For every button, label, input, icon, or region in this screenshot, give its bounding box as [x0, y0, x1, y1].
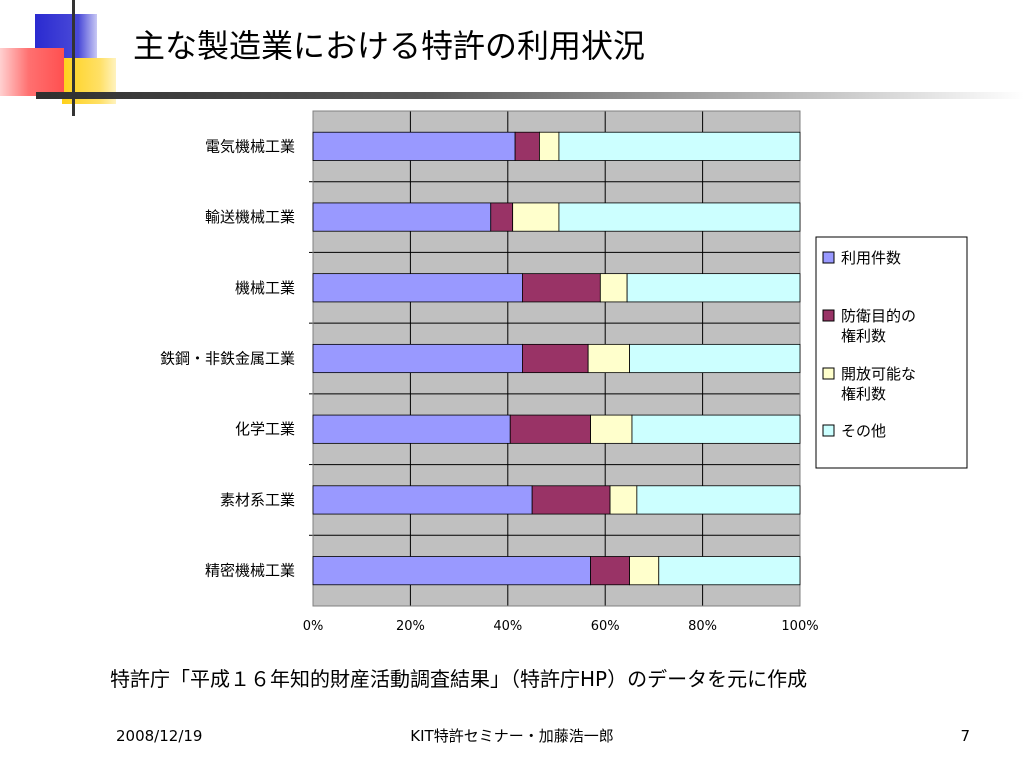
bar-segment: [626, 273, 801, 303]
title-rule: [36, 92, 1024, 99]
slide-title: 主な製造業における特許の利用状況: [133, 27, 646, 65]
legend-label: 権利数: [841, 327, 886, 345]
category-label: 電気機械工業: [205, 137, 295, 155]
bar-segment: [539, 131, 560, 161]
stacked-bar-chart: 電気機械工業輸送機械工業機械工業鉄鋼・非鉄金属工業化学工業素材系工業精密機械工業…: [160, 110, 968, 634]
legend-swatch: [822, 309, 835, 322]
x-tick-label: 20%: [396, 619, 425, 634]
bar-segment: [312, 414, 511, 444]
x-tick-label: 100%: [781, 619, 818, 634]
bar-segment: [509, 414, 591, 444]
bar-segment: [558, 202, 801, 232]
footer-presenter: KIT特許セミナー・加藤浩一郎: [410, 727, 614, 745]
category-label: 機械工業: [235, 279, 295, 297]
bar-segment: [599, 273, 628, 303]
bar-segment: [514, 131, 540, 161]
bar-segment: [631, 414, 801, 444]
legend-label: 開放可能な: [841, 365, 916, 383]
bar-segment: [312, 273, 523, 303]
plot-area: 電気機械工業輸送機械工業機械工業鉄鋼・非鉄金属工業化学工業素材系工業精密機械工業…: [160, 110, 819, 634]
category-label: 化学工業: [235, 420, 295, 438]
x-tick-label: 80%: [688, 619, 717, 634]
bar-segment: [490, 202, 514, 232]
corner-red-block: [0, 48, 64, 96]
bar-segment: [531, 485, 611, 515]
legend-label: 利用件数: [841, 249, 901, 267]
category-label: 素材系工業: [220, 491, 295, 509]
corner-vertical-line: [72, 0, 75, 116]
bar-segment: [587, 343, 630, 374]
bar-segment: [512, 202, 560, 232]
page-number: 7: [960, 727, 970, 745]
bar-segment: [312, 343, 523, 374]
source-note: 特許庁「平成１６年知的財産活動調査結果」（特許庁HP）のデータを元に作成: [110, 667, 808, 691]
legend-label: その他: [841, 422, 886, 440]
footer-date: 2008/12/19: [116, 727, 203, 745]
bar-segment: [629, 556, 660, 586]
x-tick-label: 60%: [591, 619, 620, 634]
legend-box: [815, 236, 968, 469]
bar-segment: [312, 556, 591, 586]
bar-segment: [522, 273, 601, 303]
bar-segment: [590, 556, 630, 586]
bar-segment: [312, 485, 533, 515]
x-tick-label: 0%: [303, 619, 324, 634]
category-label: 輸送機械工業: [205, 208, 295, 226]
bar-segment: [629, 343, 801, 374]
bar-segment: [590, 414, 633, 444]
bar-segment: [312, 131, 516, 161]
legend-label: 防衛目的の: [841, 307, 916, 325]
bar-segment: [636, 485, 801, 515]
bar-segment: [522, 343, 589, 374]
category-label: 鉄鋼・非鉄金属工業: [160, 350, 295, 368]
legend-swatch: [822, 424, 835, 437]
bar-segment: [558, 131, 801, 161]
category-label: 精密機械工業: [205, 562, 295, 580]
legend-swatch: [822, 367, 835, 380]
legend-swatch: [822, 251, 835, 264]
bar-segment: [609, 485, 638, 515]
bar-segment: [312, 202, 492, 232]
legend-label: 権利数: [841, 385, 886, 403]
bar-segment: [658, 556, 801, 586]
x-tick-label: 40%: [493, 619, 522, 634]
